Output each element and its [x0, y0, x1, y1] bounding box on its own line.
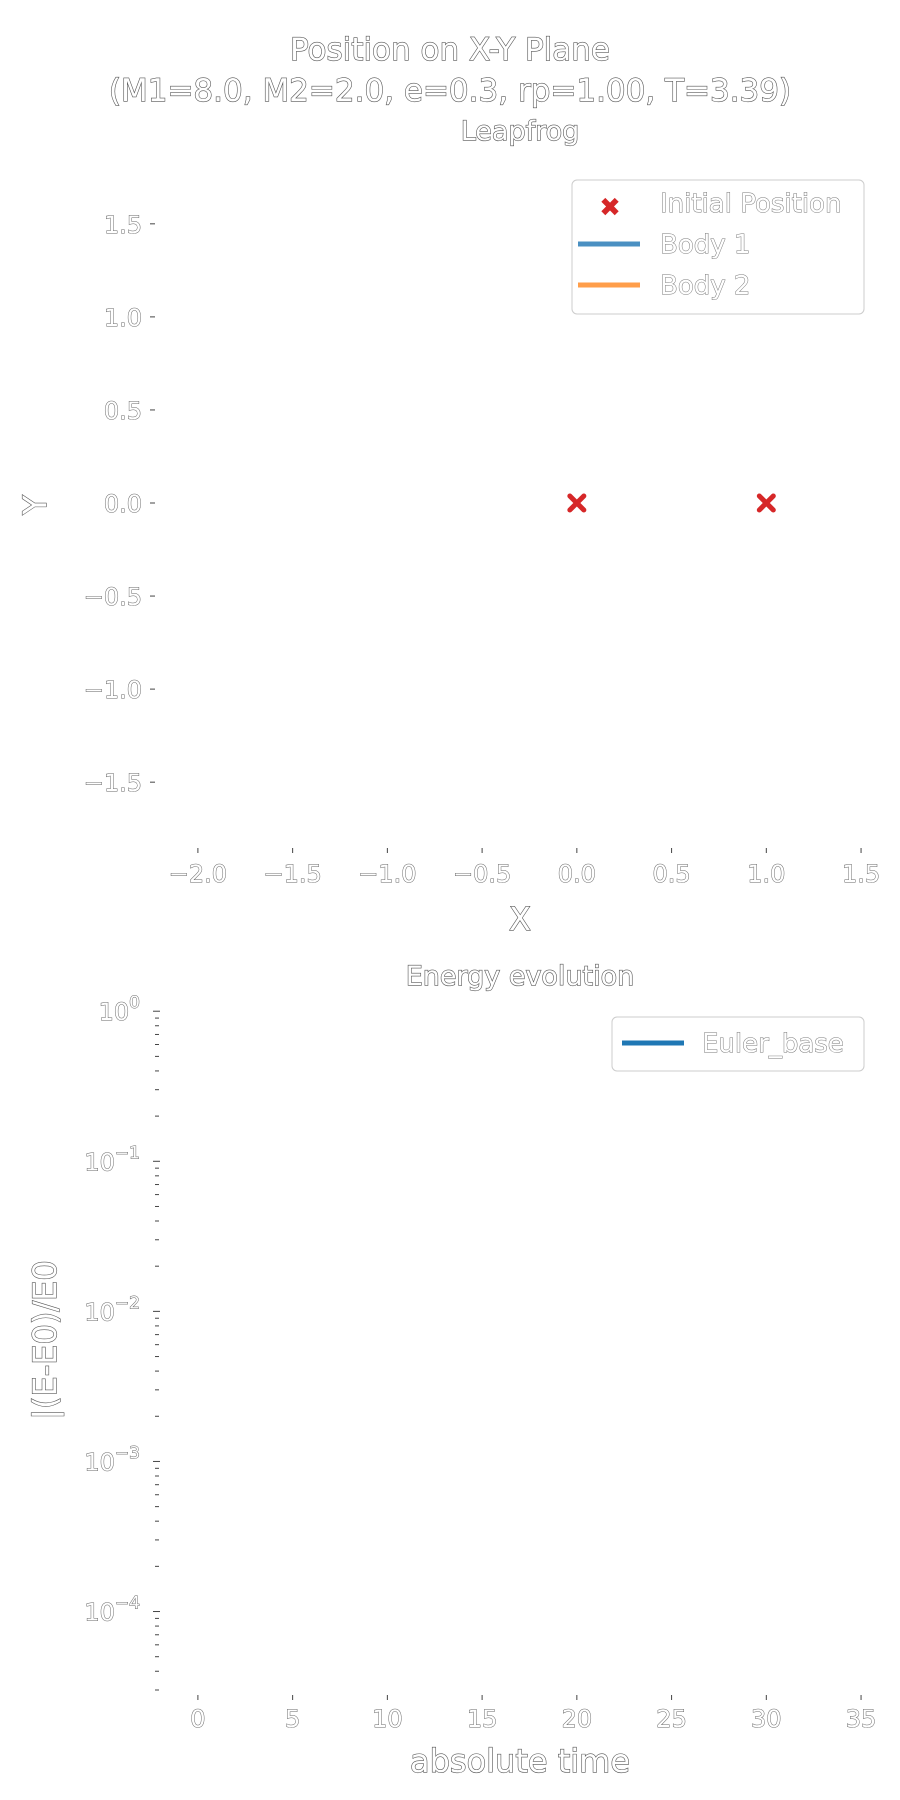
energy-legend: Euler_base — [611, 1016, 865, 1072]
legend-label-euler-base: Euler_base — [702, 1029, 844, 1059]
y-tick-label: −1.0 — [84, 676, 142, 704]
y-tick-label: 10−4 — [84, 1594, 140, 1627]
energy-chart-title: Energy evolution — [406, 961, 635, 992]
y-tick-label: 0.0 — [104, 490, 142, 518]
y-tick-label: 10−3 — [84, 1443, 140, 1476]
initial-position-marker — [567, 493, 587, 513]
initial-position-marker — [756, 493, 776, 513]
x-tick-label: 20 — [562, 1705, 593, 1733]
x-tick-label: 1.0 — [747, 860, 785, 888]
y-tick-label: 10−1 — [84, 1143, 140, 1176]
figure-title-line2: (M1=8.0, M2=2.0, e=0.3, rp=1.00, T=3.39) — [109, 73, 791, 109]
x-tick-label: −1.5 — [263, 860, 321, 888]
y-tick-label: −0.5 — [84, 583, 142, 611]
position-chart-title: Leapfrog — [461, 116, 580, 147]
x-tick-label: 10 — [372, 1705, 403, 1733]
energy-chart-ticks: 100 10−1 10−2 10−3 10−4 0 5 10 15 20 25 30 35 — [84, 993, 877, 1734]
x-tick-label: 15 — [467, 1705, 498, 1733]
x-tick-label: 0.0 — [558, 860, 596, 888]
y-tick-label: 1.0 — [104, 304, 142, 332]
x-tick-label: 1.5 — [842, 860, 880, 888]
energy-chart-xlabel: absolute time — [410, 1742, 630, 1780]
position-chart: Leapfrog 1.5 1.0 0.5 0.0 −0.5 −1.0 −1.5 −2.0 −1.… — [15, 115, 880, 938]
legend-label-body-2: Body 2 — [660, 271, 750, 301]
x-tick-label: 25 — [656, 1705, 687, 1733]
x-tick-label: −2.0 — [169, 860, 227, 888]
x-tick-label: 0.5 — [652, 860, 690, 888]
energy-legend-box — [611, 1016, 865, 1072]
legend-label-body-1: Body 1 — [660, 230, 750, 260]
energy-chart-ylabel: |(E-E0)/E0 — [26, 1260, 64, 1419]
y-tick-label: 10−2 — [84, 1293, 140, 1326]
figure-title-line1: Position on X-Y Plane — [290, 32, 610, 68]
position-legend: ✖ Initial Position Body 1 Body 2 — [571, 179, 865, 315]
y-tick-label: 1.5 — [104, 211, 142, 239]
y-tick-label: −1.5 — [84, 769, 142, 797]
x-tick-label: 35 — [846, 1705, 877, 1733]
position-legend-box — [571, 179, 865, 315]
position-chart-ticks: 1.5 1.0 0.5 0.0 −0.5 −1.0 −1.5 −2.0 −1.5 −1.0 −0.5… — [83, 210, 880, 888]
x-tick-label: −0.5 — [453, 860, 511, 888]
position-chart-xlabel: X — [509, 900, 531, 938]
legend-marker-x-icon: ✖ — [599, 193, 621, 223]
position-chart-marks — [567, 493, 776, 513]
y-tick-label: 0.5 — [104, 397, 142, 425]
legend-label-initial-position: Initial Position — [660, 189, 841, 219]
x-tick-label: 5 — [285, 1705, 300, 1733]
x-tick-label: 30 — [751, 1705, 782, 1733]
x-tick-label: −1.0 — [358, 860, 416, 888]
position-chart-ylabel: Y — [16, 495, 54, 516]
x-tick-label: 0 — [190, 1705, 205, 1733]
y-tick-label: 100 — [99, 993, 140, 1026]
